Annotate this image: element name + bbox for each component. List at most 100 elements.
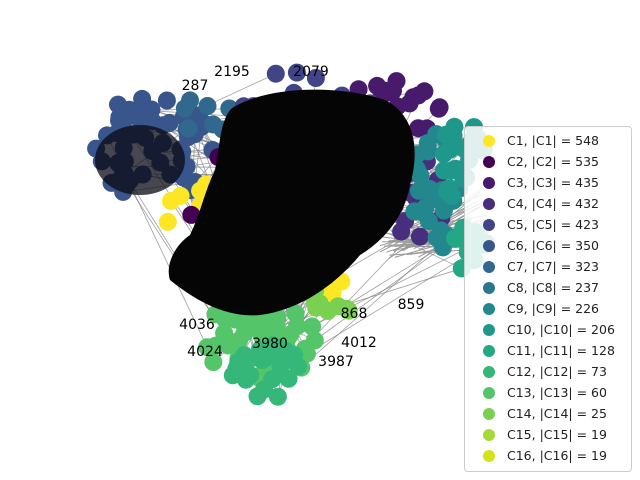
legend-label: C10, |C10| = 206 [507, 322, 615, 337]
graph-node [442, 186, 461, 205]
legend-item: C16, |C16| = 19 [471, 445, 625, 466]
graph-node [157, 91, 176, 110]
legend-item: C10, |C10| = 206 [471, 319, 625, 340]
node-labels: 2195 2079 287 859 4012 3987 3980 4036 4024 868 [179, 64, 424, 370]
legend-item: C15, |C15| = 19 [471, 424, 625, 445]
legend-item: C6, |C6| = 350 [471, 235, 625, 256]
legend-marker [483, 449, 495, 462]
legend-marker [483, 218, 495, 231]
overlapping-label-mass [168, 89, 415, 316]
graph-node [175, 99, 194, 118]
legend-item: C9, |C9| = 226 [471, 298, 625, 319]
graph-node [248, 387, 267, 406]
graph-node [160, 113, 179, 132]
legend-item: C1, |C1| = 548 [471, 130, 625, 151]
graph-node [440, 140, 459, 159]
legend-item: C3, |C3| = 435 [471, 172, 625, 193]
graph-node [287, 63, 306, 82]
graph-node [430, 98, 449, 117]
legend-marker [483, 239, 495, 252]
graph-node [204, 353, 223, 371]
legend-marker [483, 155, 495, 168]
graph-node [198, 338, 217, 357]
legend-item: C7, |C7| = 323 [471, 256, 625, 277]
graph-node [288, 357, 307, 376]
legend-label: C13, |C13| = 60 [507, 385, 607, 400]
legend-marker [483, 344, 495, 357]
legend-label: C2, |C2| = 535 [507, 154, 600, 169]
dense-label-cluster [95, 89, 415, 316]
legend-label: C6, |C6| = 350 [507, 238, 600, 253]
legend-item: C8, |C8| = 237 [471, 277, 625, 298]
graph-node [226, 310, 245, 329]
graph-node [162, 191, 180, 210]
graph-node [138, 102, 157, 121]
graph-node [198, 97, 217, 115]
graph-node [444, 126, 463, 145]
legend-label: C15, |C15| = 19 [507, 427, 607, 442]
legend-label: C7, |C7| = 323 [507, 259, 600, 274]
graph-node [400, 94, 419, 113]
node-label: 2079 [293, 64, 329, 80]
graph-node [329, 297, 348, 316]
legend-item: C12, |C12| = 73 [471, 361, 625, 382]
legend-item: C4, |C4| = 432 [471, 193, 625, 214]
legend: C1, |C1| = 548 C2, |C2| = 535 C3, |C3| = 4… [464, 126, 632, 472]
graph-node [179, 119, 198, 138]
node-label: 859 [398, 297, 425, 313]
legend-item: C11, |C11| = 128 [471, 340, 625, 361]
graph-node [418, 139, 437, 158]
graph-node [409, 181, 428, 200]
graph-node [268, 387, 287, 406]
legend-marker [483, 134, 495, 147]
legend-item: C13, |C13| = 60 [471, 382, 625, 403]
legend-label: C16, |C16| = 19 [507, 448, 607, 463]
legend-marker [483, 260, 495, 273]
legend-marker [483, 323, 495, 336]
graph-node [442, 161, 461, 180]
graph-node [423, 190, 442, 209]
graph-node [305, 331, 324, 350]
legend-label: C4, |C4| = 432 [507, 196, 600, 211]
legend-label: C3, |C3| = 435 [507, 175, 600, 190]
graph-node [109, 95, 127, 114]
node-label: 2195 [214, 64, 250, 80]
graph-node [250, 340, 269, 359]
legend-marker [483, 281, 495, 294]
graph-node [409, 119, 428, 138]
graph-node [306, 69, 325, 87]
legend-label: C14, |C14| = 25 [507, 406, 607, 421]
legend-label: C8, |C8| = 237 [507, 280, 600, 295]
graph-node [238, 351, 257, 370]
legend-marker [483, 176, 495, 189]
graph-node [303, 317, 322, 336]
legend-item: C14, |C14| = 25 [471, 403, 625, 424]
graph-node [271, 339, 290, 358]
legend-label: C5, |C5| = 423 [507, 217, 600, 232]
legend-marker [483, 428, 495, 441]
graph-node [219, 336, 238, 355]
legend-marker [483, 365, 495, 378]
legend-label: C11, |C11| = 128 [507, 343, 615, 358]
legend-marker [483, 302, 495, 315]
legend-label: C12, |C12| = 73 [507, 364, 607, 379]
graph-node [264, 310, 283, 329]
legend-label: C9, |C9| = 226 [507, 301, 600, 316]
node-label: 4036 [179, 317, 215, 333]
legend-label: C1, |C1| = 548 [507, 133, 600, 148]
node-label: 4012 [341, 335, 377, 351]
legend-marker [483, 386, 495, 399]
node-label: 4024 [187, 344, 223, 360]
legend-item: C5, |C5| = 423 [471, 214, 625, 235]
graph-node [419, 212, 438, 231]
graph-node [410, 227, 429, 246]
node-label: 868 [341, 306, 368, 322]
graph-node [297, 344, 316, 363]
legend-item: C2, |C2| = 535 [471, 151, 625, 172]
graph-node [206, 305, 225, 324]
graph-node [279, 369, 298, 388]
graph-node [241, 366, 260, 384]
graph-node [182, 205, 201, 224]
graph-node [405, 202, 424, 221]
node-label: 3987 [318, 354, 354, 370]
